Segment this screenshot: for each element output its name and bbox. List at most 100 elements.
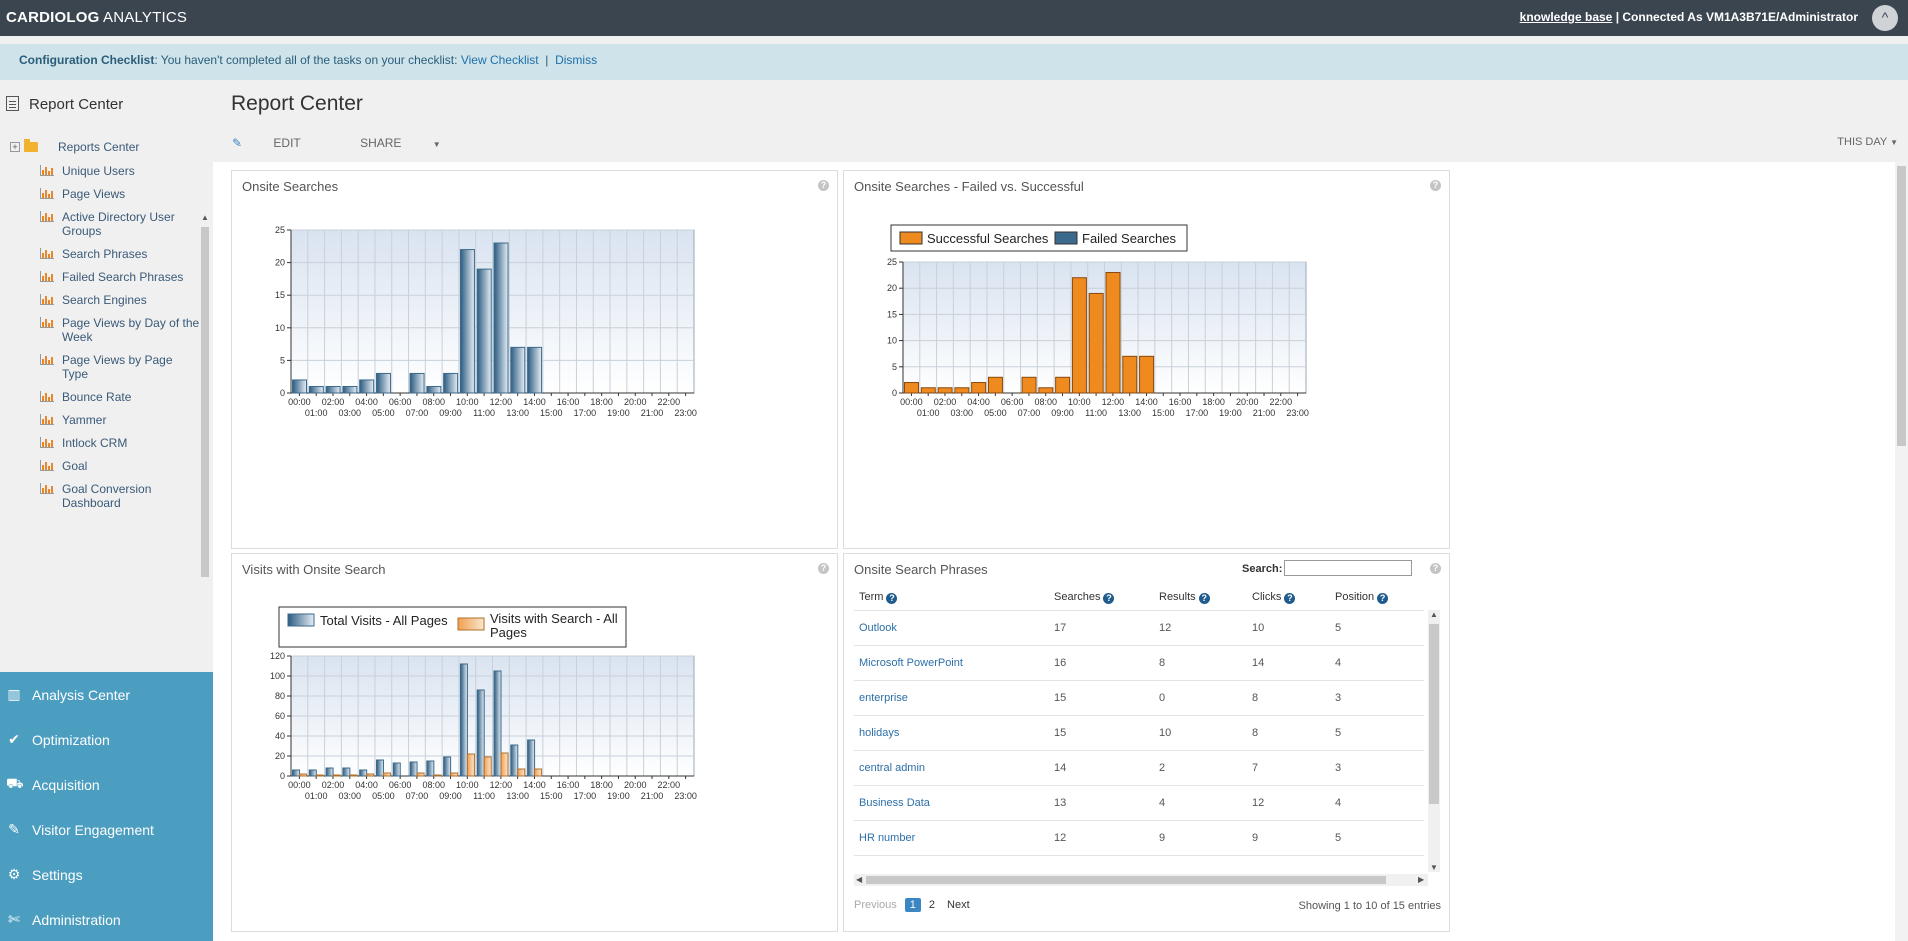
column-header[interactable]: Clicks? — [1252, 591, 1335, 604]
next-page-link[interactable]: Next — [947, 899, 970, 911]
chart-bar[interactable] — [426, 760, 435, 777]
nav-item-analysis-center[interactable]: ▥ Analysis Center — [0, 672, 213, 717]
chart-bar[interactable] — [443, 756, 452, 777]
app-logo[interactable]: CARDIOLOG ANALYTICS — [6, 9, 188, 26]
sidebar-report-item[interactable]: Search Engines — [10, 289, 200, 312]
sidebar-report-item[interactable]: Failed Search Phrases — [10, 266, 200, 289]
sidebar-report-item[interactable]: Page Views by Page Type — [10, 349, 200, 386]
column-header[interactable]: Searches? — [1054, 591, 1159, 604]
chart-bar[interactable] — [359, 769, 368, 777]
chart-bar[interactable] — [308, 769, 317, 777]
chart-bar[interactable] — [325, 385, 341, 394]
main-vertical-scrollbar[interactable] — [1895, 162, 1908, 941]
chart-bar[interactable] — [342, 385, 358, 394]
chart-bar[interactable] — [366, 773, 375, 777]
scroll-up-icon[interactable]: ▲ — [201, 213, 209, 222]
sidebar-report-item[interactable]: Intlock CRM — [10, 432, 200, 455]
dismiss-link[interactable]: Dismiss — [555, 53, 598, 67]
chart-bar[interactable] — [517, 768, 526, 777]
chart-bar[interactable] — [904, 382, 919, 394]
sidebar-report-item[interactable]: Page Views — [10, 183, 200, 206]
help-icon[interactable]: ? — [1377, 592, 1389, 604]
chart-bar[interactable] — [1139, 355, 1155, 394]
nav-item-administration[interactable]: ✄ Administration — [0, 897, 213, 941]
help-icon[interactable]: ? — [1284, 592, 1296, 604]
period-selector[interactable]: THIS DAY ▼ — [1837, 136, 1898, 148]
chart-bar[interactable] — [1088, 292, 1104, 394]
chart-bar[interactable] — [459, 663, 468, 777]
expand-icon[interactable]: + — [10, 142, 20, 152]
knowledge-base-link[interactable]: knowledge base — [1519, 10, 1613, 24]
sidebar-report-item[interactable]: Unique Users — [10, 160, 200, 183]
column-header[interactable]: Results? — [1159, 591, 1252, 604]
chart-bar[interactable] — [493, 670, 502, 777]
help-icon[interactable]: ? — [818, 563, 829, 574]
chart-bar[interactable] — [527, 739, 536, 777]
term-link[interactable]: central admin — [859, 762, 926, 774]
chart-bar[interactable] — [416, 772, 425, 777]
term-link[interactable]: HR number — [859, 832, 916, 844]
chart-bar[interactable] — [342, 767, 351, 777]
chart-bar[interactable] — [392, 762, 401, 777]
chart-bar[interactable] — [1021, 376, 1037, 394]
term-link[interactable]: Outlook — [859, 622, 897, 634]
view-checklist-link[interactable]: View Checklist — [460, 53, 539, 67]
nav-item-optimization[interactable]: ✔ Optimization — [0, 717, 213, 762]
scroll-thumb[interactable] — [866, 876, 1386, 884]
scroll-thumb[interactable] — [1429, 624, 1439, 804]
chart-bar[interactable] — [1038, 387, 1054, 394]
chart-bar[interactable] — [476, 268, 492, 394]
chart-bar[interactable] — [409, 372, 425, 394]
nav-item-visitor-engagement[interactable]: ✎ Visitor Engagement — [0, 807, 213, 852]
page-link-1[interactable]: 1 — [904, 898, 921, 912]
chart-bar[interactable] — [987, 376, 1003, 394]
help-icon[interactable]: ? — [1198, 592, 1210, 604]
chart-bar[interactable] — [510, 346, 526, 394]
chart-bar[interactable] — [1105, 271, 1121, 394]
chart-bar[interactable] — [534, 768, 543, 777]
table-vertical-scrollbar[interactable]: ▲ ▼ — [1428, 610, 1440, 872]
term-link[interactable]: Business Data — [859, 797, 930, 809]
chart-bar[interactable] — [937, 387, 953, 394]
term-link[interactable]: Microsoft PowerPoint — [859, 657, 963, 669]
sidebar-report-item[interactable]: Page Views by Day of the Week — [10, 312, 200, 349]
nav-item-acquisition[interactable]: ⛟ Acquisition — [0, 762, 213, 807]
chart-bar[interactable] — [349, 774, 358, 777]
chart-bar[interactable] — [971, 382, 987, 394]
help-icon[interactable]: ? — [1430, 563, 1441, 574]
scroll-left-icon[interactable]: ◀ — [856, 875, 863, 884]
chart-bar[interactable] — [1071, 277, 1087, 394]
chart-bar[interactable] — [308, 385, 324, 394]
chart-bar[interactable] — [443, 372, 459, 394]
edit-button[interactable]: ✎ EDIT — [232, 136, 301, 150]
collapse-header-button[interactable]: ^ — [1872, 5, 1898, 31]
scroll-down-icon[interactable]: ▼ — [1430, 863, 1438, 872]
chart-bar[interactable] — [332, 774, 341, 777]
term-link[interactable]: holidays — [859, 727, 900, 739]
chart-bar[interactable] — [466, 753, 475, 777]
chart-bar[interactable] — [359, 379, 375, 394]
chart-bar[interactable] — [476, 689, 485, 777]
chart-bar[interactable] — [375, 372, 391, 394]
help-icon[interactable]: ? — [886, 592, 898, 604]
scroll-right-icon[interactable]: ▶ — [1418, 875, 1425, 884]
chart-bar[interactable] — [292, 379, 307, 394]
help-icon[interactable]: ? — [818, 180, 829, 191]
page-link-2[interactable]: 2 — [928, 899, 936, 911]
chart-bar[interactable] — [426, 385, 442, 394]
chart-bar[interactable] — [315, 774, 324, 777]
chart-bar[interactable] — [1055, 376, 1071, 394]
chart-bar[interactable] — [299, 773, 307, 777]
chart-bar[interactable] — [510, 744, 519, 777]
chart-bar[interactable] — [325, 767, 334, 777]
scroll-thumb[interactable] — [201, 227, 209, 577]
chart-bar[interactable] — [409, 761, 418, 777]
tree-root-reports-center[interactable]: + Reports Center — [10, 134, 200, 160]
chart-bar[interactable] — [459, 249, 475, 394]
sidebar-report-item[interactable]: Goal — [10, 455, 200, 478]
share-button[interactable]: SHARE ▼ — [360, 136, 441, 150]
help-icon[interactable]: ? — [1430, 180, 1441, 191]
chart-bar[interactable] — [450, 772, 459, 777]
scroll-thumb[interactable] — [1897, 166, 1906, 446]
help-icon[interactable]: ? — [1103, 592, 1115, 604]
